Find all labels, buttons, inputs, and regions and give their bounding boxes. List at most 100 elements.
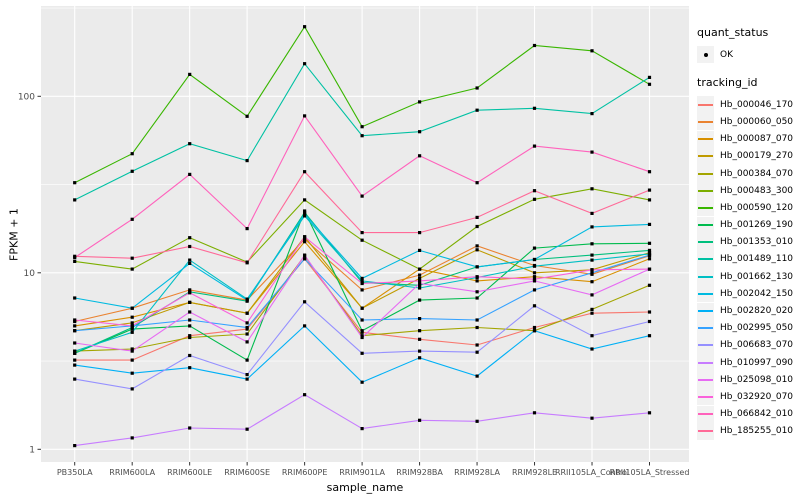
legend-key [697,336,714,354]
data-point [647,75,652,79]
data-point [475,215,479,219]
data-point [360,281,364,286]
data-point [188,335,192,340]
data-point [418,154,422,158]
data-point [130,371,134,375]
data-point [360,238,364,242]
data-point [188,324,192,328]
legend-key [697,113,714,131]
data-point [303,257,307,261]
data-point [73,349,77,353]
data-point [475,244,479,248]
data-point [360,329,364,333]
legend-item: Hb_001662_130 [697,268,797,286]
data-point [303,62,307,66]
y-tick-label: 10 [24,269,36,279]
legend-key [697,165,714,183]
data-point [73,329,77,333]
legend-item: Hb_000384_070 [697,165,797,183]
legend: quant_status OK tracking_id Hb_000046_17… [697,26,797,440]
legend-item: Hb_001489_110 [697,250,797,268]
data-point [188,288,192,292]
series-color-swatch [698,206,713,209]
series-color-swatch [698,378,713,381]
data-point [475,290,479,294]
data-point [188,300,192,304]
data-point [590,150,594,154]
data-point [475,279,479,283]
data-point [475,318,479,322]
data-point [647,283,652,287]
series-color-swatch [698,120,713,123]
data-point [590,112,594,116]
legend-item-label: Hb_000087_070 [720,134,794,145]
data-point [418,349,422,353]
data-point [130,324,134,328]
legend-item-ok: OK [697,46,797,64]
data-point [245,321,249,325]
legend-item: Hb_185255_010 [697,422,797,440]
data-point [647,253,652,257]
data-point [188,334,192,338]
data-point [73,444,77,448]
data-point [188,261,192,265]
legend-item: Hb_001269_190 [697,216,797,234]
x-tick-label: RRII105LA_Stressed [610,468,690,477]
data-point [475,265,479,269]
legend-item-label: Hb_066842_010 [720,409,794,420]
data-point [590,253,594,257]
legend-item-label: Hb_000060_050 [720,116,794,127]
data-point [303,237,307,241]
series-color-swatch [698,155,713,158]
data-point [245,358,249,362]
data-point [188,258,192,262]
data-point [188,353,192,358]
data-point [360,306,364,310]
legend-item: Hb_000483_300 [697,182,797,200]
data-point [130,347,134,351]
data-point [130,330,134,334]
y-tick-label: 1 [29,445,35,455]
data-point [590,187,594,191]
data-point [73,377,77,381]
legend-key [697,405,714,423]
x-axis-title: sample_name [326,481,404,494]
data-point [303,235,307,239]
data-point [647,222,652,226]
data-point [188,310,192,314]
data-point [475,181,479,185]
series-color-swatch [698,258,713,261]
data-point [188,72,192,76]
data-point [590,334,594,338]
legend-key [697,422,714,440]
data-point [532,246,537,250]
data-point [590,211,594,215]
data-point [590,49,594,53]
legend-item-label: Hb_032920_070 [720,391,794,402]
legend-key [697,354,714,372]
data-point [532,325,537,330]
series-color-swatch [698,344,713,347]
series-color-swatch [698,361,713,364]
data-point [647,241,652,245]
legend-key [697,233,714,251]
data-point [73,259,77,263]
legend-item-label: Hb_001662_130 [720,271,794,282]
legend-key [697,250,714,268]
data-point [188,426,192,430]
data-point [475,86,479,90]
data-point [532,271,537,275]
data-point [73,341,77,345]
legend-tracking-id-items: Hb_000046_170 Hb_000060_050 Hb_000087_070 H… [697,96,797,440]
legend-tracking-id-title: tracking_id [697,76,758,90]
data-point [647,319,652,324]
data-point [130,306,134,310]
data-point [418,273,422,277]
data-point [532,144,537,148]
legend-key [697,199,714,217]
data-point [532,189,537,193]
legend-item-label: Hb_006683_070 [720,340,794,351]
data-point [245,332,249,336]
data-point [188,366,192,370]
